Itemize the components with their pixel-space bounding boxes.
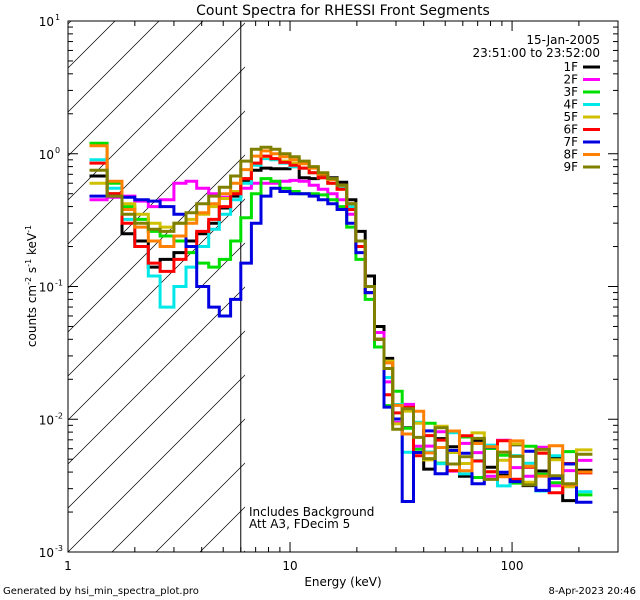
hatch-line xyxy=(111,418,245,552)
legend-label: 2F xyxy=(563,73,578,87)
x-axis-tick-labels: 1 10 100 xyxy=(64,559,523,573)
y-label-part-5: keV xyxy=(25,232,39,259)
legend-label: 4F xyxy=(563,98,578,112)
chart-title: Count Spectra for RHESSI Front Segments xyxy=(196,3,490,19)
date-label: 15-Jan-2005 xyxy=(526,33,600,47)
y-tick-label: 10 xyxy=(39,413,54,427)
hatch-line xyxy=(68,66,245,245)
legend-label: 6F xyxy=(563,123,578,137)
legend-label: 5F xyxy=(563,110,578,124)
y-tick-label: 10 xyxy=(39,281,54,295)
x-axis-label: Energy (keV) xyxy=(304,575,381,589)
series-line-1F xyxy=(89,165,593,503)
annotation-attenuator: Att A3, FDecim 5 xyxy=(249,517,350,531)
hatch-line xyxy=(155,462,245,552)
x-tick-label: 10 xyxy=(282,559,297,573)
y-tick-label-exponent: -3 xyxy=(55,544,63,553)
y-tick-label: 10 xyxy=(39,15,54,29)
hatch-line xyxy=(68,154,245,333)
y-label-part-6: -1 xyxy=(24,225,33,233)
series-line-8F xyxy=(89,144,593,487)
legend-label: 3F xyxy=(563,85,578,99)
legend-label: 7F xyxy=(563,135,578,149)
footer-generated-by: Generated by hsi_min_spectra_plot.pro xyxy=(3,586,199,597)
y-label-part-2: -2 xyxy=(24,277,33,285)
time-range-label: 23:51:00 to 23:52:00 xyxy=(473,46,600,60)
x-tick-label: 1 xyxy=(64,559,72,573)
hatch-line xyxy=(68,330,245,509)
y-label-part-1: counts cm xyxy=(25,285,39,347)
y-axis-ticks xyxy=(68,26,618,553)
legend-label: 1F xyxy=(563,60,578,74)
y-tick-label-exponent: -2 xyxy=(55,411,63,420)
x-tick-label: 100 xyxy=(501,559,524,573)
y-label-part-3: s xyxy=(25,267,39,277)
hatch-line xyxy=(68,21,204,157)
footer-timestamp: 8-Apr-2023 20:46 xyxy=(549,586,636,597)
legend-label: 8F xyxy=(563,148,578,162)
hatch-line xyxy=(68,374,245,552)
legend-label: 9F xyxy=(563,160,578,174)
x-axis-ticks xyxy=(67,21,619,552)
y-tick-label-exponent: -1 xyxy=(55,279,63,288)
hatch-line xyxy=(68,198,245,377)
y-tick-label: 10 xyxy=(39,148,54,162)
hatch-line xyxy=(68,22,245,201)
series-line-9F xyxy=(89,145,593,487)
hatch-line xyxy=(68,21,160,113)
y-tick-label-exponent: 0 xyxy=(55,146,60,155)
annotation-background: Includes Background xyxy=(249,505,374,519)
series-group xyxy=(89,141,593,504)
y-tick-label: 10 xyxy=(39,546,54,560)
series-line-2F xyxy=(89,178,593,488)
y-tick-label-exponent: 1 xyxy=(55,13,60,22)
y-axis-label: counts cm-2 s-1 keV-1 xyxy=(24,225,39,347)
y-label-part-4: -1 xyxy=(24,259,33,267)
